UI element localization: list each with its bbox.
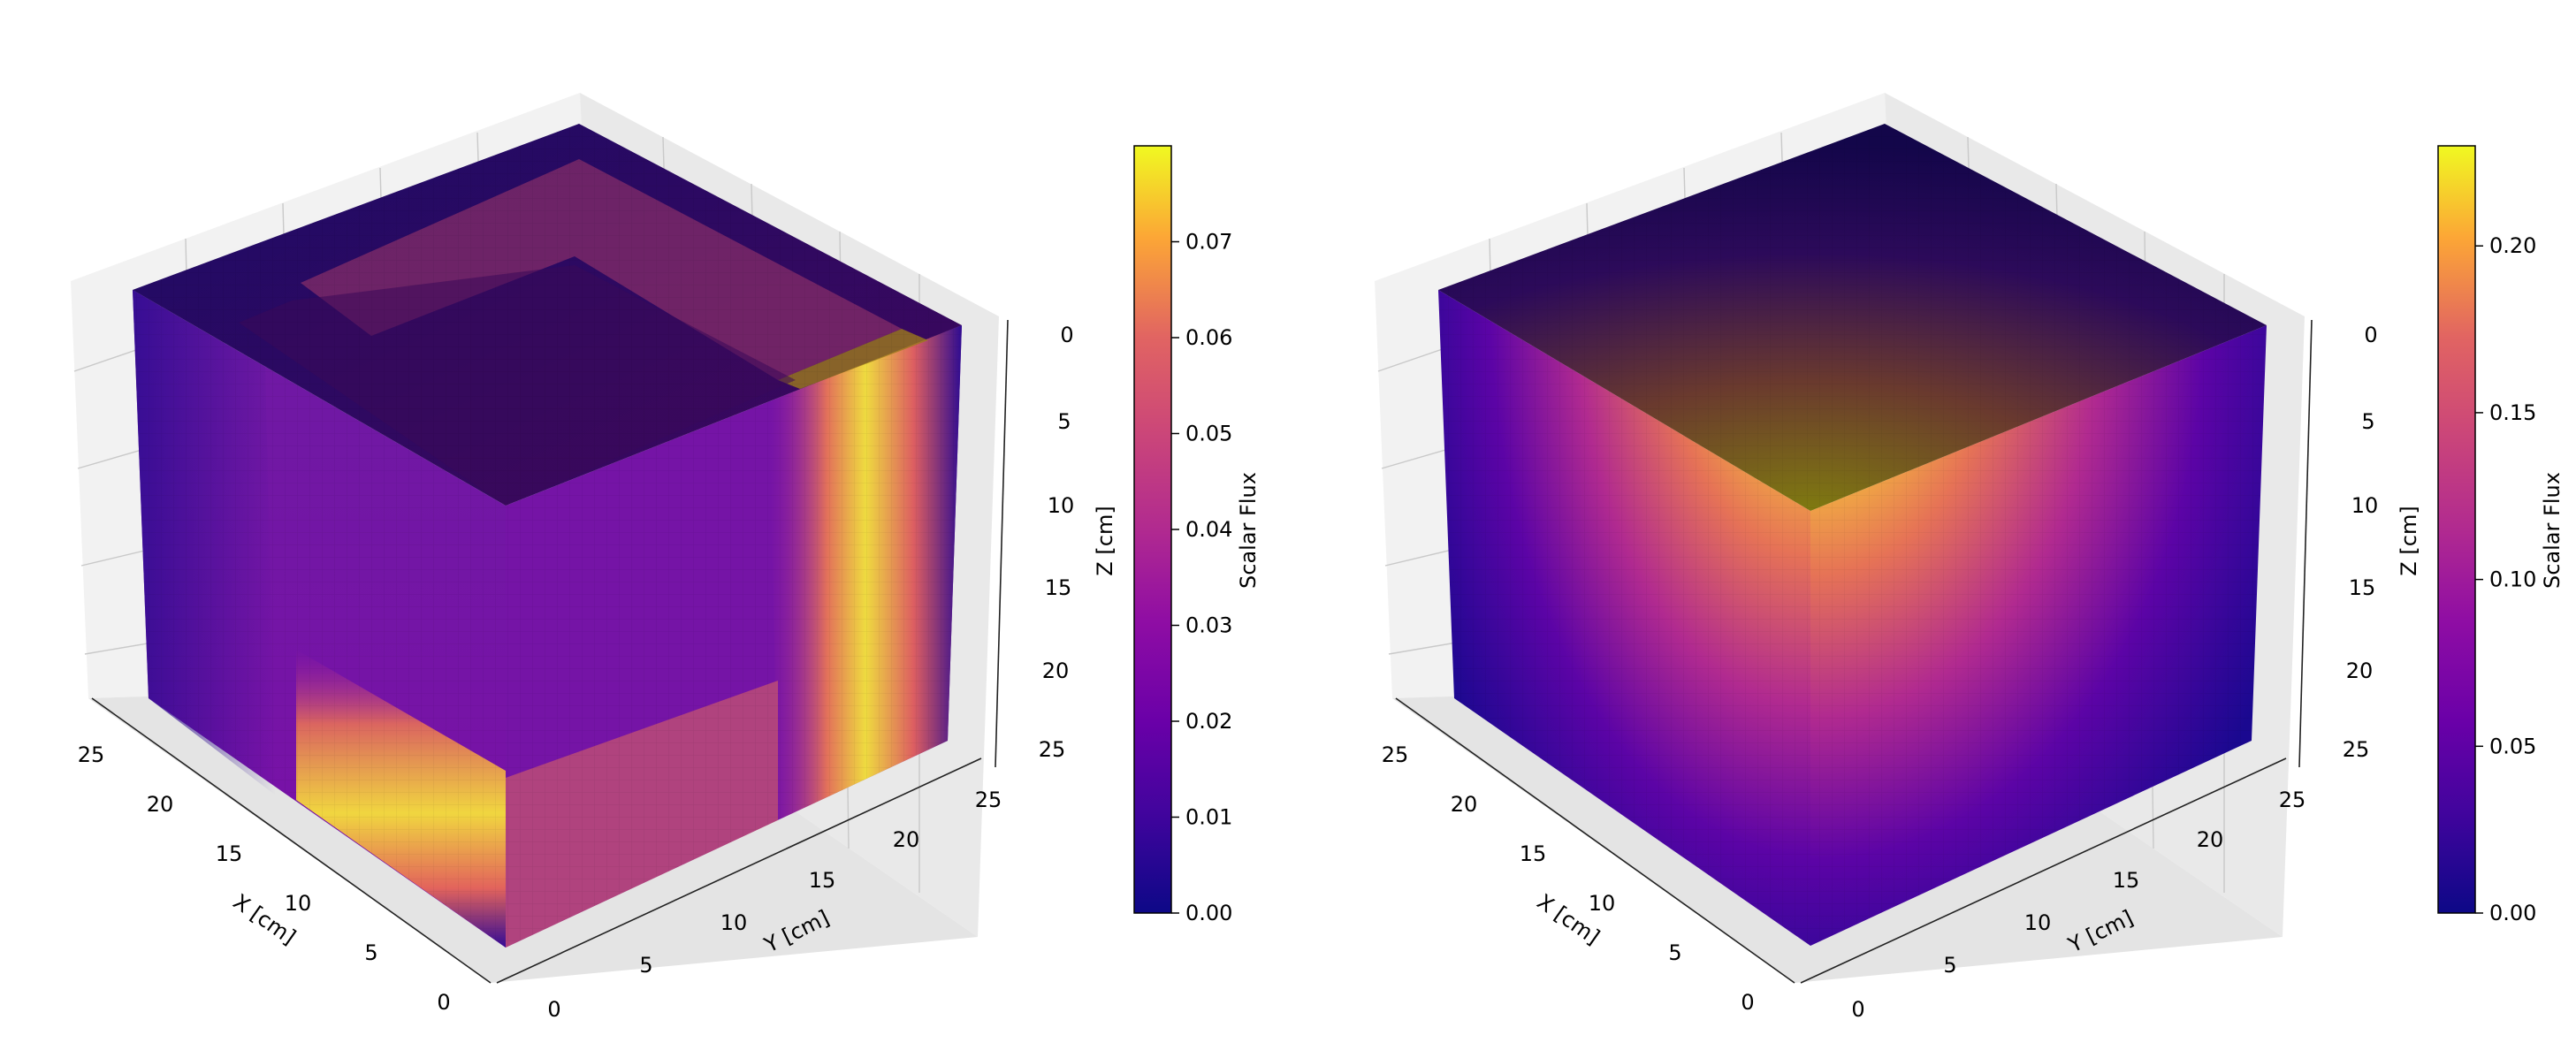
colorbar-gradient bbox=[2437, 145, 2476, 914]
voxel-cube-2 bbox=[1438, 124, 2267, 946]
x-tick-labels: 25 20 15 10 5 0 bbox=[78, 742, 451, 1015]
z-tick-label: 0 bbox=[2364, 323, 2377, 347]
z-tick-label: 15 bbox=[1045, 575, 1072, 600]
axis-lines bbox=[91, 319, 1009, 984]
z-tick-label: 10 bbox=[2351, 493, 2379, 518]
x-tick-label: 10 bbox=[1589, 891, 1616, 916]
y-tick-label: 25 bbox=[975, 788, 1002, 812]
y-tick-label: 0 bbox=[1851, 997, 1864, 1022]
x-tick-label: 5 bbox=[1668, 940, 1681, 965]
colorbar-tick-label: 0.05 bbox=[1185, 422, 1232, 446]
colorbar-tick-label: 0.00 bbox=[1185, 901, 1232, 925]
colorbar-tick-label: 0.20 bbox=[2489, 233, 2536, 258]
x-tick-label: 0 bbox=[1741, 990, 1754, 1015]
y-tick-label: 10 bbox=[720, 910, 748, 935]
x-tick-label: 10 bbox=[285, 891, 312, 916]
x-tick-label: 25 bbox=[78, 742, 105, 767]
z-tick-label: 20 bbox=[2346, 658, 2374, 683]
z-tick-label: 5 bbox=[2361, 409, 2374, 434]
cube2-right-mesh bbox=[1810, 325, 2267, 946]
colorbar-ticks: 0.00 0.05 0.10 0.15 0.20 bbox=[2475, 233, 2536, 925]
z-tick-labels: 0 5 10 15 20 25 bbox=[1039, 323, 1075, 762]
z-tick-label: 20 bbox=[1042, 658, 1070, 683]
colorbar-gradient bbox=[1133, 145, 1172, 914]
cube2-top-mesh bbox=[1438, 124, 2267, 511]
y-tick-labels: 0 5 10 15 20 25 bbox=[1851, 788, 2305, 1022]
x-tick-label: 15 bbox=[1520, 841, 1547, 866]
colorbar-tick-label: 0.00 bbox=[2489, 901, 2536, 925]
y-tick-label: 5 bbox=[639, 953, 652, 978]
colorbar-1: 0.00 0.01 0.02 0.03 0.04 0.05 0.06 0.07 Scalar … bbox=[1133, 145, 1261, 925]
z-tick-label: 25 bbox=[1039, 737, 1066, 762]
x-tick-labels: 25 20 15 10 5 0 bbox=[1382, 742, 1755, 1015]
cube1-right-mesh bbox=[506, 325, 962, 948]
colorbar-ticks: 0.00 0.01 0.02 0.03 0.04 0.05 0.06 0.07 bbox=[1171, 230, 1232, 925]
colorbar-label: Scalar Flux bbox=[1236, 472, 1261, 589]
chart-panel-2: 25 20 15 10 5 0 X [cm] 0 5 10 15 20 25 Y… bbox=[1375, 93, 2565, 1022]
y-tick-label: 15 bbox=[2113, 868, 2140, 893]
x-tick-label: 25 bbox=[1382, 742, 1409, 767]
colorbar-tick-label: 0.07 bbox=[1185, 230, 1232, 255]
x-tick-label: 0 bbox=[437, 990, 450, 1015]
colorbar-tick-label: 0.01 bbox=[1185, 805, 1232, 830]
colorbar-tick-label: 0.02 bbox=[1185, 709, 1232, 734]
y-tick-label: 5 bbox=[1943, 953, 1956, 978]
z-axis-label: Z [cm] bbox=[2397, 506, 2421, 575]
x-tick-label: 15 bbox=[216, 841, 243, 866]
z-tick-label: 10 bbox=[1048, 493, 1075, 518]
colorbar-tick-label: 0.06 bbox=[1185, 325, 1232, 350]
x-tick-label: 5 bbox=[364, 940, 377, 965]
colorbar-tick-label: 0.10 bbox=[2489, 567, 2536, 592]
axis-lines bbox=[1395, 319, 2313, 984]
y-tick-label: 25 bbox=[2279, 788, 2306, 812]
y-tick-labels: 0 5 10 15 20 25 bbox=[547, 788, 1002, 1022]
voxel-cube-1 bbox=[133, 124, 962, 948]
colorbar-tick-label: 0.15 bbox=[2489, 400, 2536, 425]
chart-panel-1: 25 20 15 10 5 0 X [cm] 0 5 10 15 20 25 Y… bbox=[71, 93, 1261, 1022]
x-tick-label: 20 bbox=[147, 792, 174, 817]
cube2-left-mesh bbox=[1438, 290, 1810, 946]
z-tick-labels: 0 5 10 15 20 25 bbox=[2343, 323, 2379, 762]
z-tick-label: 15 bbox=[2349, 575, 2376, 600]
colorbar-tick-label: 0.03 bbox=[1185, 613, 1232, 638]
cube1-left-mesh bbox=[133, 290, 506, 948]
y-tick-label: 15 bbox=[809, 868, 836, 893]
x-tick-label: 20 bbox=[1451, 792, 1478, 817]
colorbar-tick-label: 0.05 bbox=[2489, 734, 2536, 758]
y-tick-label: 0 bbox=[547, 997, 560, 1022]
z-tick-label: 0 bbox=[1060, 323, 1073, 347]
z-axis-label: Z [cm] bbox=[1093, 506, 1117, 575]
z-tick-label: 5 bbox=[1057, 409, 1071, 434]
y-tick-label: 10 bbox=[2024, 910, 2052, 935]
y-tick-label: 20 bbox=[893, 827, 920, 852]
colorbar-label: Scalar Flux bbox=[2540, 472, 2565, 589]
cube1-top-mesh bbox=[133, 124, 962, 506]
z-tick-label: 25 bbox=[2343, 737, 2370, 762]
y-tick-label: 20 bbox=[2197, 827, 2224, 852]
colorbar-2: 0.00 0.05 0.10 0.15 0.20 Scalar Flux bbox=[2437, 145, 2565, 925]
colorbar-tick-label: 0.04 bbox=[1185, 517, 1232, 542]
